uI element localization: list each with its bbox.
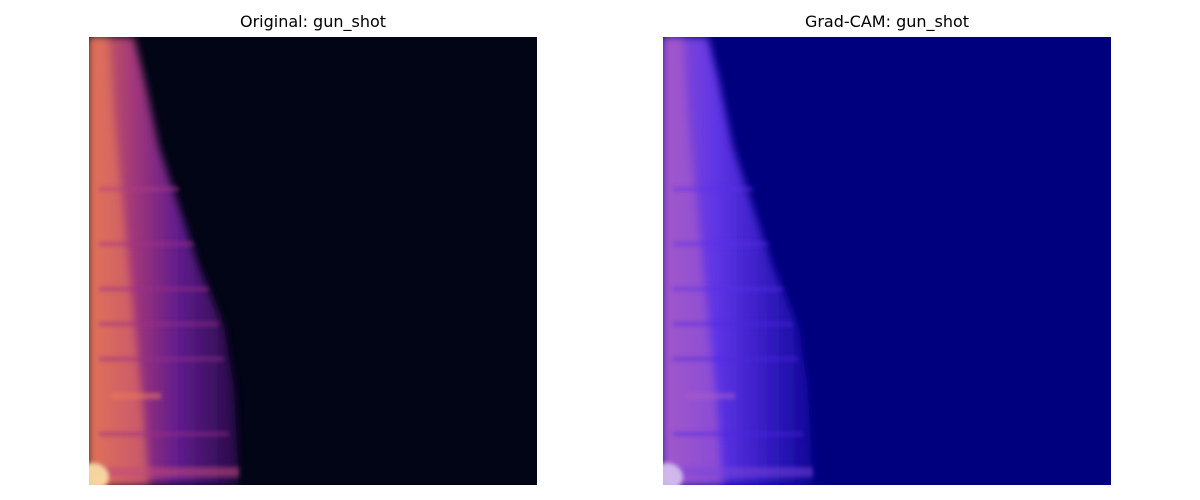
gradcam-overlay-image [663,37,1111,485]
gradcam-bright-corner [663,463,683,485]
gradcam-streaks [663,187,813,477]
original-spectrogram-svg [89,37,537,485]
original-spectrogram-image [89,37,537,485]
gradcam-overlay-svg [663,37,1111,485]
original-bright-corner [89,463,109,485]
gradcam-panel-title: Grad-CAM: gun_shot [804,12,970,31]
original-panel-title: Original: gun_shot [239,12,387,31]
original-inner-band [89,37,149,485]
gradcam-inner-band [663,37,723,485]
original-streaks [89,187,239,477]
